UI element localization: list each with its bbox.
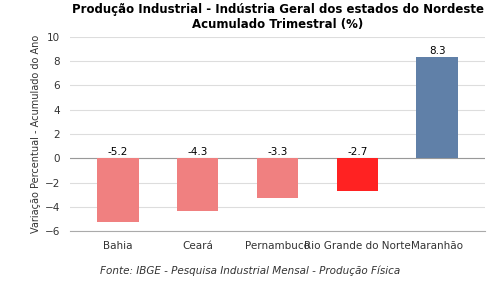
Text: Fonte: IBGE - Pesquisa Industrial Mensal - Produção Física: Fonte: IBGE - Pesquisa Industrial Mensal… [100, 266, 400, 276]
Text: -5.2: -5.2 [108, 147, 128, 157]
Bar [257, 158, 298, 199]
Text: -3.3: -3.3 [268, 147, 287, 157]
Text: 8.3: 8.3 [429, 45, 446, 56]
Text: -2.7: -2.7 [347, 147, 368, 157]
Bar [416, 57, 458, 158]
Bar [336, 158, 378, 191]
Bar [97, 158, 138, 221]
Text: -4.3: -4.3 [188, 147, 208, 157]
Title: Produção Industrial - Indústria Geral dos estados do Nordeste
Acumulado Trimestr: Produção Industrial - Indústria Geral do… [72, 3, 484, 31]
Y-axis label: Variação Percentual - Acumulado do Ano: Variação Percentual - Acumulado do Ano [30, 35, 40, 233]
Bar [177, 158, 218, 211]
